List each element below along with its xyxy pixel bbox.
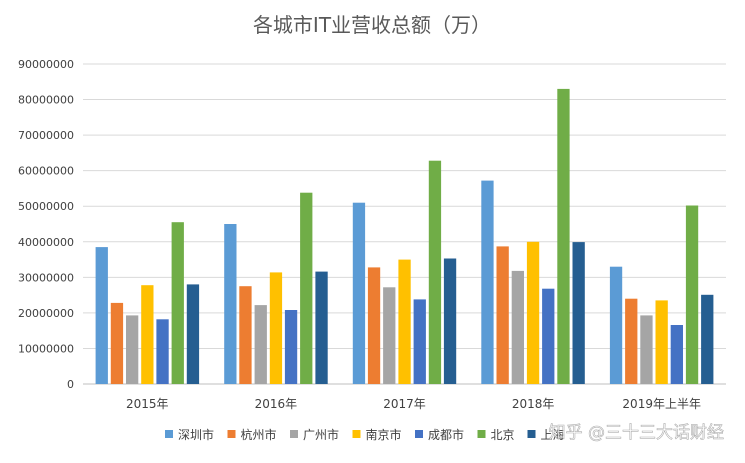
legend-label: 北京 [491, 428, 515, 442]
bar [383, 287, 396, 384]
bar [428, 160, 442, 384]
legend-label: 南京市 [366, 427, 402, 442]
bar [557, 88, 570, 385]
legend: 深圳市 杭州市 广州市 南京市 成都市 北京 上海 [165, 427, 565, 442]
bar [572, 242, 585, 384]
bar [300, 192, 313, 384]
y-tick-label: 10000000 [18, 342, 74, 355]
bar [542, 288, 555, 384]
legend-swatch [527, 430, 536, 438]
bar [110, 302, 124, 384]
bar [171, 222, 184, 384]
bar [269, 272, 283, 384]
bar [609, 266, 623, 384]
y-tick-label: 80000000 [18, 94, 74, 107]
bar [701, 294, 714, 384]
bar [367, 267, 381, 384]
x-category-label: 2017年 [383, 397, 426, 411]
legend-label: 成都市 [428, 427, 464, 442]
y-tick-label: 70000000 [18, 129, 74, 142]
bar [496, 246, 509, 384]
y-tick-label: 90000000 [18, 58, 74, 71]
y-axis-ticks: 0 10000000 20000000 30000000 40000000 5000000… [18, 58, 74, 391]
bar [156, 319, 169, 384]
chart-title: 各城市IT业营收总额（万） [253, 13, 491, 37]
bar [239, 286, 252, 384]
bar [670, 325, 683, 384]
x-category-label: 2015年 [126, 397, 169, 411]
legend-label: 上海 [541, 427, 565, 442]
watermark: 知乎 @三十三大话财经 [549, 423, 724, 443]
y-tick-label: 30000000 [18, 271, 74, 284]
bar [655, 300, 668, 384]
bar [526, 241, 540, 384]
y-tick-label: 40000000 [18, 236, 74, 249]
bar [224, 224, 237, 384]
x-category-label: 2018年 [512, 397, 555, 411]
bar [413, 299, 426, 384]
bars [95, 88, 714, 385]
legend-swatch [352, 430, 361, 438]
bar [685, 205, 699, 384]
legend-label: 广州市 [303, 427, 339, 442]
bar [95, 247, 108, 384]
bar [315, 271, 328, 384]
bar [141, 285, 154, 384]
legend-swatch [415, 430, 423, 438]
y-tick-label: 50000000 [18, 200, 74, 213]
bar [481, 180, 494, 384]
legend-swatch [165, 430, 173, 438]
y-tick-label: 20000000 [18, 307, 74, 320]
bar [443, 258, 457, 384]
bar [398, 259, 411, 384]
bar [284, 310, 298, 384]
bar [254, 305, 267, 384]
legend-label: 杭州市 [241, 427, 277, 442]
y-tick-label: 60000000 [18, 165, 74, 178]
legend-swatch [290, 430, 298, 438]
bar [625, 298, 638, 384]
bar [186, 284, 200, 384]
x-category-label: 2016年 [255, 397, 298, 411]
bar [511, 270, 524, 384]
x-category-label: 2019年上半年 [622, 397, 701, 411]
bar [352, 202, 366, 384]
bar [126, 315, 139, 384]
x-axis-categories: 2015年 2016年 2017年 2018年 2019年上半年 [126, 397, 701, 411]
legend-label: 深圳市 [178, 427, 214, 442]
legend-swatch [227, 430, 236, 438]
y-tick-label: 0 [67, 378, 74, 391]
bar [640, 315, 653, 384]
legend-swatch [477, 430, 486, 438]
